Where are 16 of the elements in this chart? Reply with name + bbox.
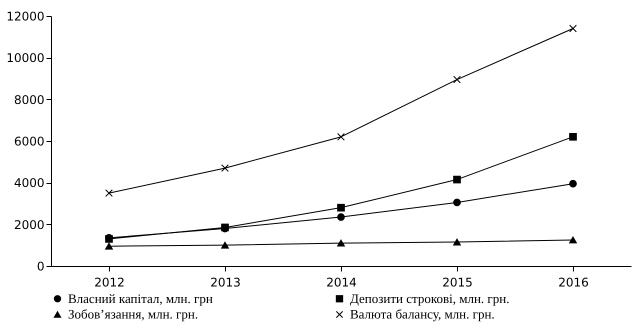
x-tick-label: 2016 — [558, 276, 589, 290]
y-tick-label: 2000 — [14, 218, 44, 232]
legend-label: Валюта балансу, млн. грн. — [350, 306, 495, 322]
x-tick-label: 2014 — [326, 276, 357, 290]
y-tick-label: 8000 — [14, 92, 44, 107]
legend-label: Зобов’язання, млн. грн. — [68, 306, 198, 322]
y-tick-label: 0 — [36, 260, 44, 274]
y-tick-label: 12000 — [6, 10, 44, 24]
legend-label: Депозити строкові, млн. грн. — [350, 290, 510, 306]
x-tick-label: 2015 — [442, 276, 473, 290]
y-tick-label: 4000 — [14, 176, 44, 190]
y-tick-label: 10000 — [6, 51, 44, 66]
y-tick-label: 6000 — [14, 134, 44, 148]
x-tick-label: 2013 — [210, 276, 241, 290]
legend-label: Власний капітал, млн. грн — [68, 290, 213, 306]
x-tick-label: 2012 — [94, 276, 125, 290]
